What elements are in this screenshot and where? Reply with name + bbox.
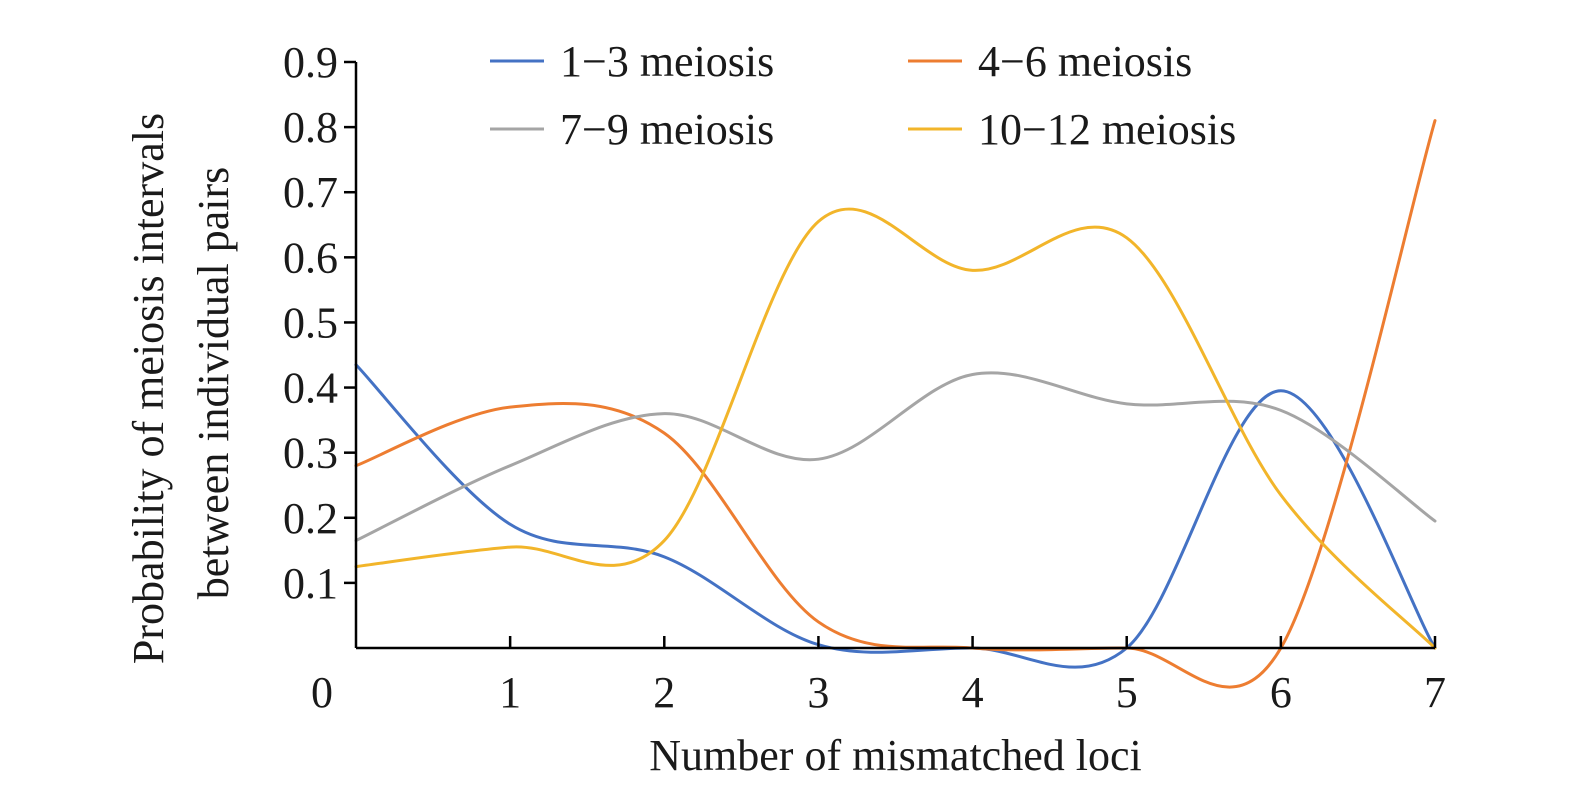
y-axis-title: Probability of meiosis intervals between… xyxy=(124,102,238,664)
legend-label-3: 7−9 meiosis xyxy=(560,105,774,154)
series-line-1 xyxy=(354,363,1437,669)
y-tick-label: 0.1 xyxy=(283,559,338,608)
y-tick-label: 0.5 xyxy=(283,298,338,347)
y-axis-title-line-1: Probability of meiosis intervals xyxy=(124,113,173,664)
x-tick-label: 1 xyxy=(499,668,521,717)
series-layer xyxy=(354,119,1437,689)
x-tick-label: 7 xyxy=(1424,668,1446,717)
x-tick-label: 2 xyxy=(653,668,675,717)
x-tick-label: 0 xyxy=(311,668,333,717)
legend-label-1: 1−3 meiosis xyxy=(560,37,774,86)
ticks-layer: 0.1 0.2 0.3 0.4 0.5 0.6 0.7 0.8 0.9 0 1 2 3 4 5 6 7 xyxy=(283,38,1446,717)
y-tick-label: 0.2 xyxy=(283,494,338,543)
y-tick-label: 0.8 xyxy=(283,103,338,152)
x-axis-title: Number of mismatched loci xyxy=(649,731,1141,780)
x-tick-label: 6 xyxy=(1270,668,1292,717)
y-axis-title-line-2: between individual pairs xyxy=(189,167,238,600)
series-line-4 xyxy=(354,207,1437,650)
y-tick-label: 0.9 xyxy=(283,38,338,87)
y-tick-label: 0.4 xyxy=(283,364,338,413)
legend: 1−3 meiosis 4−6 meiosis 7−9 meiosis 10−12 m… xyxy=(490,37,1236,154)
y-tick-label: 0.3 xyxy=(283,429,338,478)
y-tick-label: 0.6 xyxy=(283,233,338,282)
axes-layer xyxy=(354,62,1435,650)
y-tick-label: 0.7 xyxy=(283,168,338,217)
series-line-3 xyxy=(354,371,1437,543)
legend-label-2: 4−6 meiosis xyxy=(978,37,1192,86)
x-tick-label: 5 xyxy=(1116,668,1138,717)
x-tick-label: 4 xyxy=(962,668,984,717)
series-line-2 xyxy=(354,119,1437,689)
x-tick-label: 3 xyxy=(807,668,829,717)
legend-label-4: 10−12 meiosis xyxy=(978,105,1236,154)
